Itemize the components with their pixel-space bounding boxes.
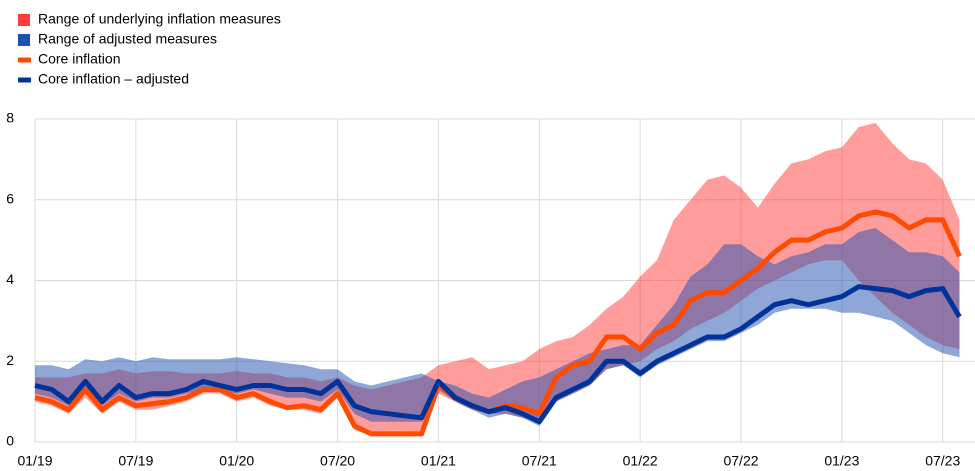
x-tick-label: 01/20 (219, 453, 254, 469)
legend-label: Range of adjusted measures (38, 31, 217, 47)
plot-area (34, 123, 962, 437)
x-tick-label: 07/20 (320, 453, 355, 469)
legend: Range of underlying inflation measures Ra… (18, 11, 281, 87)
y-tick-label: 6 (6, 190, 14, 206)
legend-label: Core inflation – adjusted (38, 71, 189, 87)
legend-swatch (18, 14, 30, 26)
y-tick-label: 2 (6, 352, 14, 368)
x-tick-label: 07/22 (723, 453, 758, 469)
legend-swatch (18, 34, 30, 46)
range-area (35, 228, 960, 426)
x-tick-label: 07/23 (925, 453, 960, 469)
y-tick-label: 4 (6, 271, 14, 287)
range-area (35, 123, 960, 436)
y-tick-label: 0 (6, 433, 14, 449)
x-tick-label: 07/19 (118, 453, 153, 469)
x-tick-label: 07/21 (522, 453, 557, 469)
x-tick-label: 01/23 (824, 453, 859, 469)
y-tick-label: 8 (6, 110, 14, 126)
line (34, 284, 962, 425)
x-tick-label: 01/19 (17, 453, 52, 469)
legend-label: Range of underlying inflation measures (38, 11, 281, 27)
x-tick-label: 01/22 (623, 453, 658, 469)
x-tick-label: 01/21 (421, 453, 456, 469)
legend-label: Core inflation (38, 51, 121, 67)
axes: 0 2 4 6 8 01/19 07/19 01/20 07/20 01/21 07/21 01/22… (6, 110, 960, 469)
